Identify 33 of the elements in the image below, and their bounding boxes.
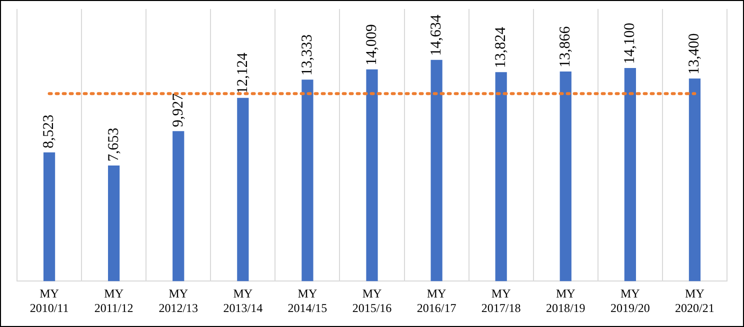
bar — [560, 72, 572, 282]
bar — [43, 152, 56, 282]
bar — [688, 78, 701, 282]
x-tick-label: MY 2011/12 — [94, 286, 134, 315]
bar — [172, 131, 184, 282]
x-tick-label: MY 2016/17 — [416, 286, 456, 315]
x-tick-label: MY 2010/11 — [30, 286, 69, 315]
data-label: 8,523 — [41, 114, 58, 148]
bar — [495, 72, 507, 282]
x-tick-label: MY 2015/16 — [352, 286, 392, 315]
data-label: 13,824 — [493, 26, 510, 68]
x-tick-label: MY 2012/13 — [158, 286, 198, 315]
bar — [430, 60, 442, 282]
bar — [302, 80, 314, 282]
data-label: 13,333 — [299, 34, 316, 76]
data-label: 14,009 — [364, 24, 380, 66]
data-label: 13,400 — [686, 33, 703, 75]
data-label: 13,866 — [558, 26, 574, 68]
bar — [237, 98, 249, 282]
data-label: 14,634 — [428, 14, 444, 56]
x-tick-label: MY 2020/21 — [675, 286, 714, 315]
bar — [624, 68, 636, 282]
bar — [108, 165, 120, 282]
data-label: 14,100 — [622, 22, 638, 64]
x-tick-label: MY 2013/14 — [223, 286, 263, 315]
x-tick-label: MY 2017/18 — [481, 286, 521, 315]
x-tick-label: MY 2019/20 — [610, 286, 650, 315]
x-tick-label: MY 2018/19 — [546, 286, 586, 315]
x-tick-label: MY 2014/15 — [288, 286, 328, 315]
data-label: 7,653 — [106, 128, 122, 162]
data-label: 12,124 — [234, 52, 251, 94]
data-label: 9,927 — [170, 92, 186, 128]
bar — [366, 69, 378, 282]
